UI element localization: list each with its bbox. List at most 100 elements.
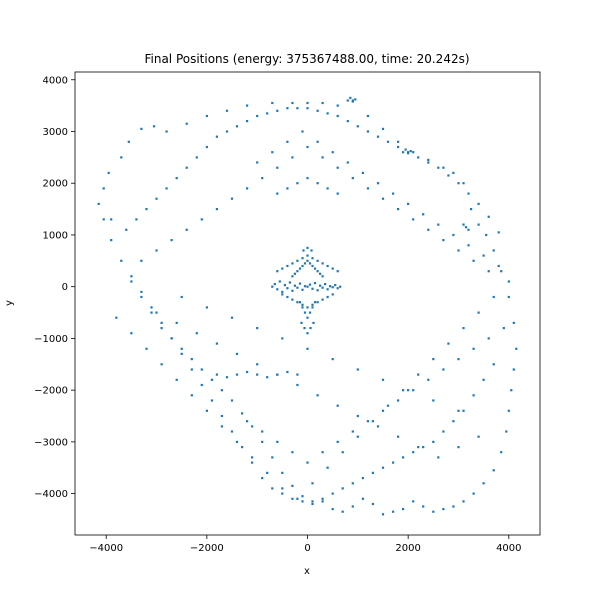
- scatter-point: [351, 505, 354, 508]
- scatter-point: [316, 289, 319, 292]
- scatter-point: [316, 301, 319, 304]
- scatter-point: [477, 223, 480, 226]
- scatter-point: [180, 352, 183, 355]
- scatter-point: [326, 466, 329, 469]
- scatter-point: [230, 197, 234, 200]
- scatter-point: [402, 151, 405, 154]
- scatter-point: [276, 166, 279, 169]
- scatter-point: [225, 376, 229, 379]
- scatter-point: [464, 226, 468, 229]
- scatter-point: [301, 303, 304, 306]
- scatter-point: [296, 497, 299, 500]
- scatter-point: [316, 140, 319, 143]
- scatter-point: [286, 287, 289, 290]
- scatter-point: [467, 244, 470, 247]
- scatter-point: [296, 373, 299, 376]
- scatter-point: [336, 404, 339, 407]
- scatter-point: [356, 368, 359, 371]
- scatter-point: [470, 208, 473, 211]
- scatter-point: [313, 267, 317, 270]
- scatter-point: [303, 311, 307, 314]
- scatter-point: [286, 187, 289, 190]
- scatter-point: [412, 389, 415, 392]
- scatter-point: [361, 497, 364, 500]
- scatter-point: [381, 378, 385, 381]
- scatter-point: [331, 508, 334, 511]
- scatter-point: [306, 259, 309, 262]
- scatter-point: [160, 321, 163, 324]
- scatter-point: [432, 399, 435, 402]
- scatter-point: [381, 127, 385, 130]
- y-tick-label: −4000: [34, 489, 68, 500]
- scatter-point: [366, 420, 369, 423]
- scatter-point: [331, 151, 334, 154]
- scatter-point: [309, 327, 312, 330]
- scatter-point: [351, 430, 354, 433]
- scatter-point: [376, 182, 380, 185]
- scatter-point: [273, 283, 276, 286]
- y-tick-label: −2000: [34, 386, 68, 397]
- scatter-point: [276, 373, 279, 376]
- scatter-point: [281, 492, 284, 495]
- scatter-point: [336, 192, 339, 195]
- scatter-point: [102, 218, 105, 221]
- scatter-point: [220, 389, 223, 392]
- scatter-point: [281, 337, 284, 340]
- scatter-point: [107, 171, 110, 174]
- scatter-point: [502, 327, 505, 330]
- scatter-point: [447, 342, 450, 345]
- scatter-point: [311, 287, 314, 290]
- scatter-point: [310, 249, 313, 252]
- scatter-point: [324, 283, 327, 286]
- scatter-point: [361, 171, 364, 174]
- scatter-point: [286, 140, 289, 143]
- scatter-point: [336, 114, 339, 118]
- scatter-point: [230, 316, 234, 319]
- scatter-point: [417, 373, 420, 376]
- scatter-point: [497, 264, 500, 268]
- scatter-point: [130, 332, 133, 335]
- scatter-point: [407, 389, 410, 392]
- scatter-point: [205, 306, 208, 309]
- scatter-point: [321, 500, 324, 503]
- scatter-point: [195, 156, 198, 159]
- scatter-point: [276, 288, 279, 291]
- scatter-point: [412, 500, 415, 503]
- scatter-point: [339, 285, 342, 288]
- scatter-point: [366, 187, 369, 190]
- scatter-point: [457, 249, 460, 252]
- scatter-point: [492, 469, 495, 472]
- scatter-point: [210, 378, 213, 381]
- scatter-point: [235, 352, 239, 355]
- scatter-point: [215, 373, 218, 376]
- scatter-point: [298, 282, 302, 285]
- scatter-point: [306, 254, 309, 257]
- scatter-point: [321, 262, 324, 265]
- scatter-point: [298, 267, 302, 270]
- scatter-point: [482, 378, 485, 381]
- scatter-point: [246, 120, 249, 123]
- scatter-point: [457, 446, 460, 449]
- scatter-point: [316, 394, 319, 397]
- scatter-point: [185, 166, 188, 169]
- scatter-point: [500, 270, 503, 273]
- scatter-point: [251, 456, 254, 459]
- scatter-point: [412, 451, 415, 454]
- scatter-point: [452, 233, 455, 237]
- scatter-point: [336, 440, 339, 443]
- scatter-point: [271, 487, 274, 490]
- scatter-point: [241, 412, 244, 415]
- scatter-point: [291, 275, 294, 278]
- scatter-point: [301, 130, 304, 133]
- scatter-point: [492, 249, 495, 252]
- scatter-point: [308, 262, 312, 265]
- scatter-point: [145, 208, 148, 211]
- scatter-point: [492, 295, 495, 299]
- scatter-point: [351, 177, 354, 180]
- scatter-point: [321, 156, 324, 159]
- scatter-point: [427, 228, 430, 231]
- scatter-point: [306, 107, 309, 110]
- scatter-point: [281, 290, 284, 293]
- scatter-point: [407, 152, 410, 155]
- scatter-point: [452, 420, 455, 423]
